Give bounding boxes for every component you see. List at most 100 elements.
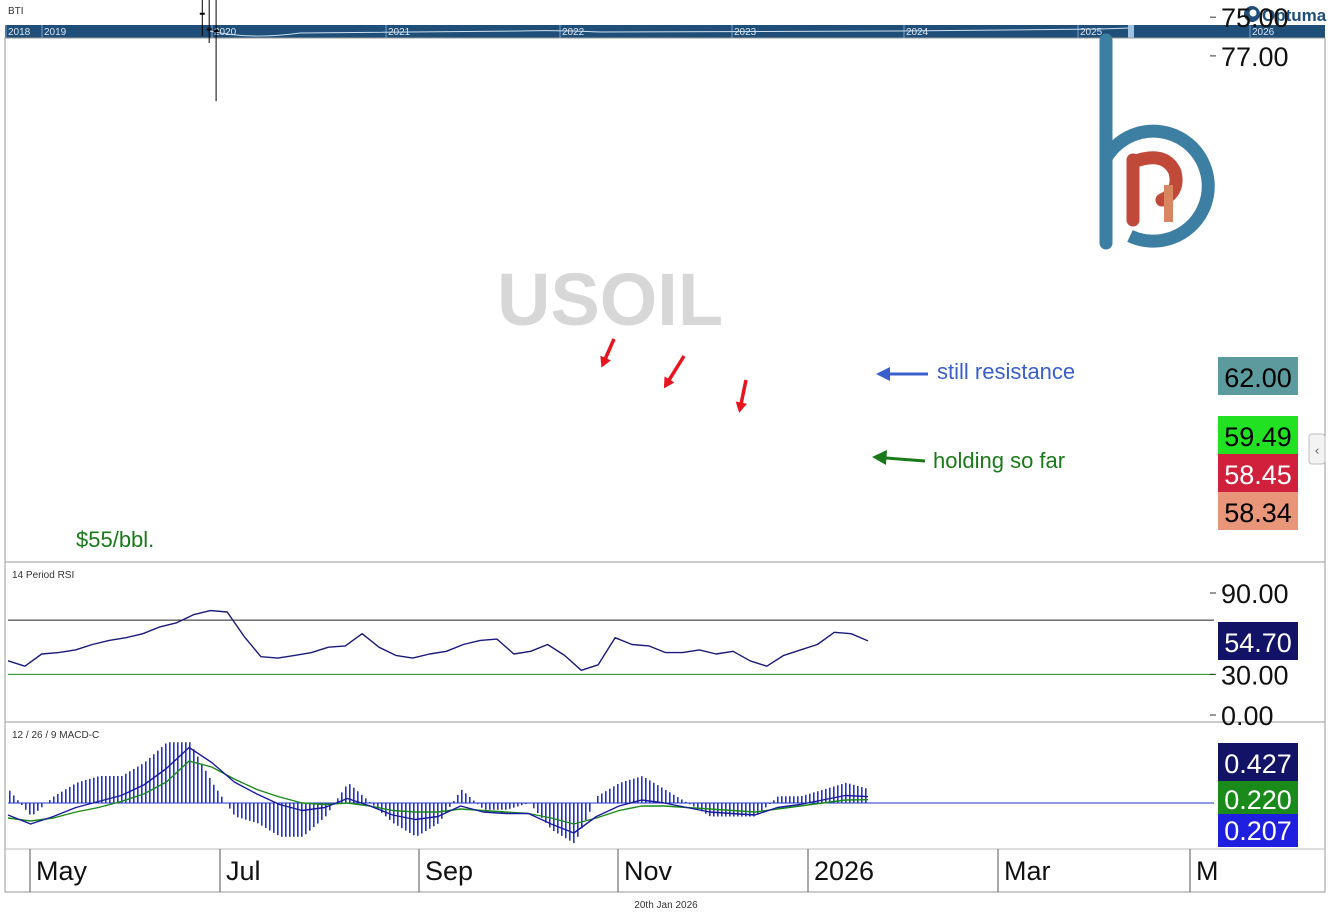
macd-histogram-bar bbox=[849, 783, 851, 803]
macd-path bbox=[7, 746, 869, 834]
macd-histogram-bar bbox=[277, 803, 279, 836]
sma20-value-badge: 58.34 bbox=[1218, 492, 1298, 530]
macd-histogram-bar bbox=[617, 783, 619, 803]
rsi-tick-label: 90.00 bbox=[1221, 579, 1289, 609]
macd-histogram-bar bbox=[861, 787, 863, 803]
watermark-symbol: USOIL bbox=[497, 258, 723, 341]
macd-histogram-bar bbox=[773, 800, 775, 803]
macd-histogram-bar bbox=[237, 803, 239, 818]
macd-histogram-bar bbox=[169, 742, 171, 803]
macd-histogram-bar bbox=[357, 791, 359, 803]
macd-histogram-bar bbox=[693, 803, 695, 807]
holding-annotation: holding so far bbox=[933, 448, 1065, 473]
macd-histogram-bar bbox=[573, 803, 575, 844]
macd-histogram-bar bbox=[513, 803, 515, 808]
svg-text:0.207: 0.207 bbox=[1224, 816, 1292, 846]
macd-histogram-bar bbox=[373, 803, 375, 806]
macd-histogram-bar bbox=[181, 742, 183, 803]
macd-histogram-bar bbox=[597, 795, 599, 803]
macd-histogram-bar bbox=[809, 793, 811, 803]
price-y-axis: 77.0075.0073.0071.0069.0067.0065.0063.00… bbox=[1210, 3, 1289, 72]
macd-histogram-bar bbox=[177, 742, 179, 803]
x-tick-label: M bbox=[1196, 856, 1219, 886]
overview-year-label: 2018 bbox=[8, 27, 31, 38]
macd-histogram-bar bbox=[621, 782, 623, 803]
macd-histogram-bar bbox=[569, 803, 571, 841]
macd-histogram-bar bbox=[537, 803, 539, 814]
macd-histogram-bar bbox=[141, 764, 143, 803]
macd-histogram-bar bbox=[629, 779, 631, 803]
macd-histogram-bar bbox=[293, 803, 295, 837]
price-candle bbox=[206, 0, 212, 43]
macd-histogram-bar bbox=[805, 794, 807, 803]
macd-histogram-bar bbox=[289, 803, 291, 837]
x-tick-label: Nov bbox=[624, 856, 673, 886]
x-tick-label: 2026 bbox=[814, 856, 874, 886]
macd-histogram-bar bbox=[853, 784, 855, 803]
macd-histogram-bar bbox=[753, 803, 755, 817]
macd-histogram-bar bbox=[205, 770, 207, 803]
macd-histogram-bar bbox=[865, 788, 867, 803]
macd-histogram-bar bbox=[445, 803, 447, 813]
macd-histogram-bar bbox=[677, 797, 679, 803]
price-tick-label: 75.00 bbox=[1221, 3, 1289, 33]
macd-histogram-bar bbox=[489, 803, 491, 810]
macd-histogram-bar bbox=[437, 803, 439, 824]
macd-histogram-bar bbox=[61, 791, 63, 803]
macd-histogram-bar bbox=[685, 801, 687, 803]
macd-histogram-bar bbox=[193, 749, 195, 803]
signal-path bbox=[7, 760, 869, 825]
price-candle bbox=[213, 0, 219, 102]
macd-histogram-bar bbox=[65, 789, 67, 803]
macd-histogram-bar bbox=[337, 798, 339, 803]
macd-histogram-bar bbox=[681, 799, 683, 803]
macd-histogram-bar bbox=[653, 782, 655, 803]
macd-histogram-bar bbox=[57, 794, 59, 803]
macd-histogram-bar bbox=[153, 754, 155, 803]
macd-histogram-bar bbox=[157, 750, 159, 803]
macd-histogram-bar bbox=[97, 776, 99, 803]
macd-histogram-bar bbox=[173, 742, 175, 803]
macd-histogram-bar bbox=[281, 803, 283, 837]
macd-histogram-bar bbox=[101, 776, 103, 803]
close-value-badge: 59.49 bbox=[1218, 416, 1298, 454]
macd-histogram-bar bbox=[285, 803, 287, 837]
overview-year-label: 2022 bbox=[562, 27, 585, 38]
price-candle bbox=[199, 0, 205, 37]
macd-histogram-bar bbox=[217, 790, 219, 803]
macd-histogram-bar bbox=[785, 796, 787, 803]
macd-histogram-bar bbox=[73, 784, 75, 803]
rsi-y-axis: 90.00 30.00 0.00 bbox=[1210, 579, 1289, 731]
arrow-head bbox=[735, 401, 747, 413]
red-arrow-icon bbox=[600, 338, 616, 368]
support-annotation: $55/bbl. bbox=[76, 527, 154, 552]
macd-histogram-bar bbox=[829, 787, 831, 803]
macd-histogram-bar bbox=[813, 792, 815, 803]
macd-histogram-bar bbox=[601, 793, 603, 803]
overview-timeline-bar[interactable]: 2018 2019 2020 2021 2022 2023 2024 2025 2026 bbox=[5, 25, 1325, 38]
macd-histogram-bar bbox=[521, 803, 523, 806]
macd-histogram-bar bbox=[109, 776, 111, 803]
macd-histogram-bar bbox=[37, 803, 39, 811]
lower-high-arrows bbox=[600, 338, 748, 413]
macd-histogram-bar bbox=[301, 803, 303, 837]
macd-histogram-bar bbox=[69, 786, 71, 803]
macd-histogram-bar bbox=[749, 803, 751, 817]
x-tick-label: Sep bbox=[425, 856, 473, 886]
macd-histogram-bar bbox=[473, 800, 475, 803]
rsi-panel-frame bbox=[4, 561, 1326, 723]
svg-text:54.70: 54.70 bbox=[1224, 628, 1292, 658]
macd-histogram-bar bbox=[405, 803, 407, 831]
macd-histogram-bar bbox=[41, 803, 43, 808]
macd-histogram-bar bbox=[29, 803, 31, 815]
scroll-right-handle[interactable]: ‹ bbox=[1308, 433, 1326, 465]
macd-histogram-bar bbox=[509, 803, 511, 809]
signal-value-badge: 0.220 bbox=[1218, 781, 1298, 815]
macd-histogram-bar bbox=[393, 803, 395, 824]
macd-histogram-bar bbox=[117, 776, 119, 803]
macd-histogram-bar bbox=[209, 777, 211, 803]
sma50-value-badge: 58.45 bbox=[1218, 454, 1298, 492]
macd-histogram-bar bbox=[541, 803, 543, 818]
macd-histogram-bar bbox=[825, 788, 827, 803]
candle-body bbox=[199, 12, 205, 15]
